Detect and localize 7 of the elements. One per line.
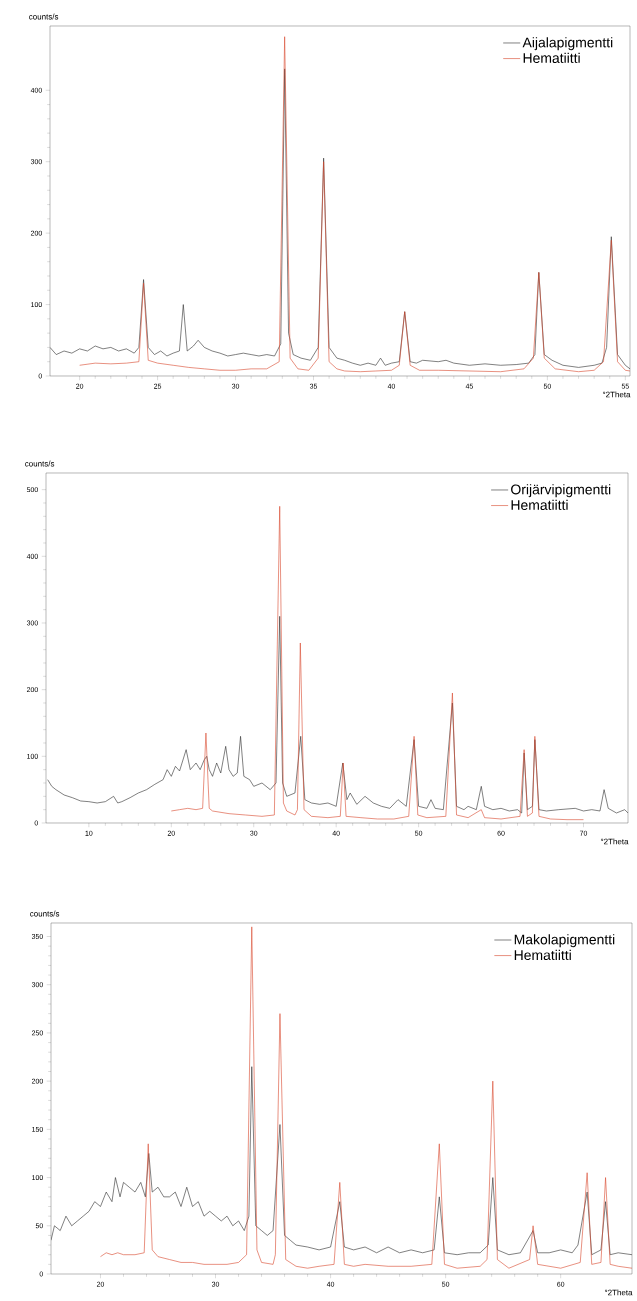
legend-label: Orijärvipigmentti [511,484,611,498]
legend-label: Hematiitti [511,499,568,510]
legend-label: Hematiitti [523,52,580,64]
legend-label: Aijalapigmentti [522,37,613,51]
legend-label: Makolapigmentti [514,934,615,948]
legend-label: Hematiitti [514,949,571,961]
line-series [51,1066,633,1256]
